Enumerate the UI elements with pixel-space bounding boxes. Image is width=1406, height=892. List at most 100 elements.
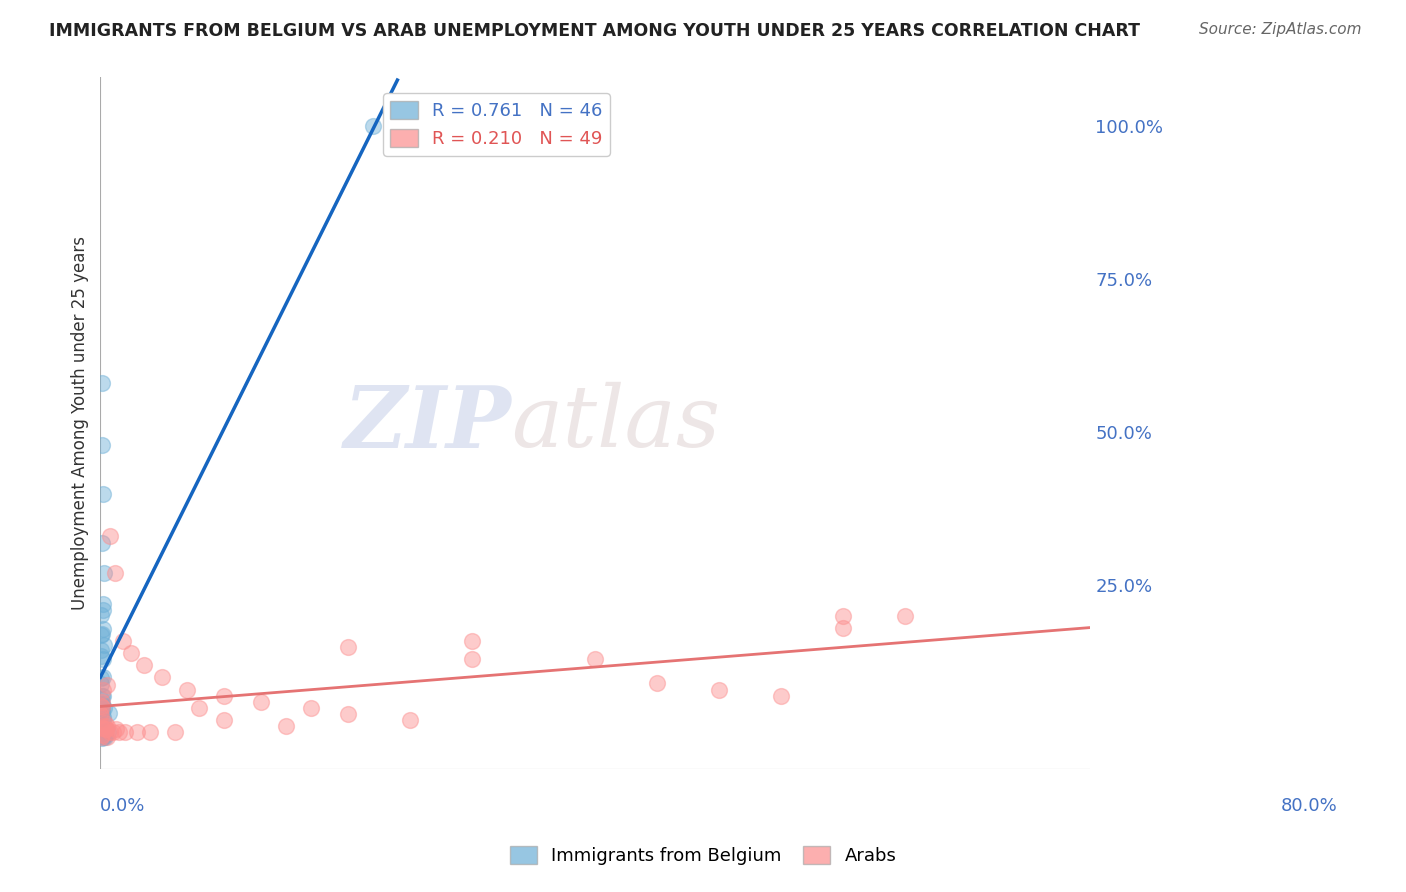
- Text: 80.0%: 80.0%: [1281, 797, 1339, 814]
- Point: [93, 638, 115, 652]
- Point: [90, 723, 112, 738]
- Point: [91, 723, 114, 738]
- Point: [163, 725, 186, 739]
- Point: [93, 701, 115, 715]
- Point: [91, 730, 114, 744]
- Point: [299, 701, 322, 715]
- Point: [90, 721, 112, 735]
- Point: [127, 725, 149, 739]
- Point: [96, 722, 118, 736]
- Text: 0.0%: 0.0%: [100, 797, 146, 814]
- Point: [460, 652, 482, 666]
- Point: [90, 689, 112, 703]
- Point: [91, 705, 114, 719]
- Point: [90, 535, 112, 549]
- Point: [90, 731, 112, 746]
- Point: [90, 607, 112, 622]
- Point: [91, 622, 114, 636]
- Point: [91, 486, 114, 500]
- Point: [90, 702, 112, 716]
- Point: [90, 628, 112, 642]
- Point: [90, 718, 112, 732]
- Point: [90, 729, 112, 743]
- Point: [98, 725, 121, 739]
- Point: [90, 676, 112, 690]
- Point: [98, 706, 121, 721]
- Point: [90, 707, 112, 722]
- Point: [274, 719, 297, 733]
- Point: [93, 719, 115, 733]
- Point: [770, 689, 793, 703]
- Y-axis label: Unemployment Among Youth under 25 years: Unemployment Among Youth under 25 years: [72, 236, 89, 610]
- Point: [90, 376, 112, 391]
- Point: [188, 701, 211, 715]
- Legend: Immigrants from Belgium, Arabs: Immigrants from Belgium, Arabs: [502, 838, 904, 872]
- Point: [97, 724, 120, 739]
- Text: ZIP: ZIP: [343, 382, 512, 465]
- Point: [90, 699, 112, 714]
- Point: [111, 633, 134, 648]
- Point: [93, 566, 115, 581]
- Point: [94, 728, 117, 742]
- Point: [361, 120, 384, 134]
- Point: [398, 713, 420, 727]
- Text: atlas: atlas: [512, 382, 720, 465]
- Point: [91, 725, 114, 739]
- Point: [90, 691, 112, 706]
- Point: [139, 725, 162, 739]
- Point: [90, 698, 112, 712]
- Point: [89, 717, 111, 731]
- Point: [91, 721, 114, 735]
- Point: [91, 689, 114, 703]
- Point: [91, 670, 114, 684]
- Point: [105, 723, 128, 737]
- Point: [96, 730, 118, 744]
- Point: [90, 730, 112, 744]
- Point: [91, 682, 114, 697]
- Point: [104, 566, 127, 581]
- Point: [120, 646, 142, 660]
- Point: [250, 695, 273, 709]
- Point: [94, 730, 117, 744]
- Point: [101, 725, 124, 739]
- Point: [90, 695, 112, 709]
- Point: [150, 670, 173, 684]
- Point: [89, 706, 111, 721]
- Point: [90, 697, 112, 711]
- Point: [93, 710, 115, 724]
- Point: [176, 682, 198, 697]
- Point: [108, 725, 131, 739]
- Point: [90, 643, 112, 657]
- Point: [90, 719, 112, 733]
- Text: Source: ZipAtlas.com: Source: ZipAtlas.com: [1198, 22, 1361, 37]
- Point: [90, 438, 112, 452]
- Point: [336, 706, 359, 721]
- Point: [645, 676, 668, 690]
- Point: [93, 729, 115, 743]
- Point: [709, 682, 731, 697]
- Point: [91, 597, 114, 611]
- Point: [91, 652, 114, 666]
- Point: [90, 728, 112, 742]
- Point: [114, 725, 136, 739]
- Point: [894, 609, 917, 624]
- Point: [832, 621, 855, 635]
- Point: [336, 640, 359, 654]
- Point: [132, 658, 155, 673]
- Point: [212, 713, 235, 727]
- Point: [91, 713, 114, 727]
- Point: [94, 715, 117, 730]
- Point: [96, 678, 118, 692]
- Point: [96, 719, 118, 733]
- Point: [89, 718, 111, 732]
- Point: [90, 648, 112, 663]
- Point: [832, 609, 855, 624]
- Point: [91, 603, 114, 617]
- Point: [212, 689, 235, 703]
- Point: [98, 529, 121, 543]
- Point: [583, 652, 606, 666]
- Point: [460, 633, 482, 648]
- Point: [90, 671, 112, 685]
- Point: [90, 627, 112, 641]
- Point: [94, 722, 117, 736]
